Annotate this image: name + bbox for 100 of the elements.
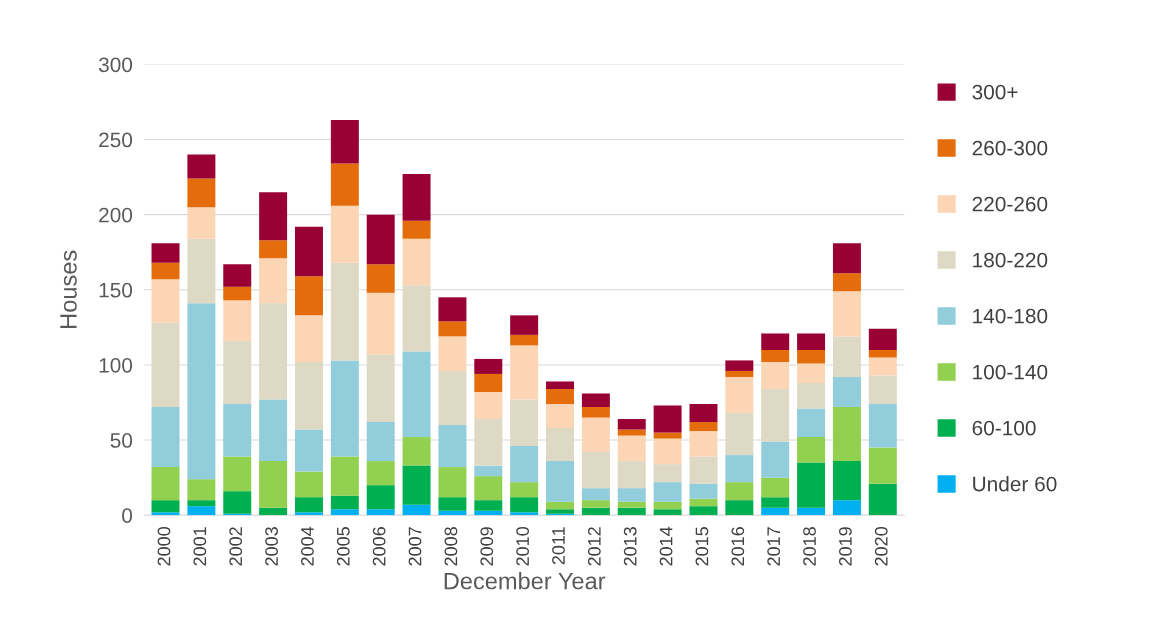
bar bbox=[330, 509, 359, 516]
bar bbox=[617, 435, 646, 462]
bar bbox=[797, 382, 826, 409]
bar bbox=[581, 452, 610, 489]
bar bbox=[259, 461, 288, 508]
bar bbox=[689, 422, 718, 432]
bar bbox=[330, 120, 359, 164]
bar bbox=[151, 407, 180, 468]
bar bbox=[330, 456, 359, 496]
bar bbox=[438, 336, 467, 371]
bar bbox=[294, 226, 323, 277]
bar bbox=[402, 220, 431, 239]
bar bbox=[366, 422, 395, 462]
bar bbox=[474, 476, 503, 501]
bar bbox=[259, 399, 288, 462]
x-tick-label: 2018 bbox=[803, 527, 816, 566]
bar bbox=[438, 321, 467, 337]
bar bbox=[725, 482, 754, 501]
bar bbox=[581, 507, 610, 516]
bar bbox=[868, 483, 897, 516]
bar bbox=[330, 495, 359, 510]
bar bbox=[223, 286, 252, 301]
bar bbox=[187, 500, 216, 507]
bar bbox=[330, 262, 359, 361]
bar bbox=[474, 419, 503, 466]
bar bbox=[259, 258, 288, 304]
bar bbox=[653, 432, 682, 439]
bar bbox=[832, 291, 861, 337]
bar bbox=[259, 192, 288, 241]
bar bbox=[151, 500, 180, 513]
bar bbox=[223, 264, 252, 287]
bar bbox=[510, 399, 539, 447]
bar bbox=[689, 483, 718, 499]
bar bbox=[761, 507, 790, 516]
bar bbox=[797, 408, 826, 438]
bar bbox=[832, 273, 861, 292]
bar bbox=[223, 456, 252, 492]
bar bbox=[725, 376, 754, 414]
bar bbox=[187, 479, 216, 501]
bar bbox=[761, 361, 790, 389]
bar bbox=[653, 438, 682, 465]
x-tick-label: 2000 bbox=[157, 527, 171, 566]
bar bbox=[510, 315, 539, 335]
bar bbox=[832, 407, 861, 462]
y-tick-label: 250 bbox=[99, 132, 133, 148]
bar bbox=[366, 509, 395, 516]
bar bbox=[546, 404, 575, 429]
bar bbox=[689, 431, 718, 457]
x-tick-label: 2009 bbox=[480, 527, 494, 566]
bar bbox=[474, 391, 503, 420]
bar bbox=[366, 354, 395, 423]
bar bbox=[617, 488, 646, 502]
bar bbox=[725, 500, 754, 516]
bar bbox=[402, 174, 431, 221]
bar bbox=[617, 501, 646, 508]
bar bbox=[474, 373, 503, 392]
bar bbox=[294, 512, 323, 516]
bar bbox=[546, 388, 575, 404]
bar bbox=[187, 178, 216, 208]
bar bbox=[761, 497, 790, 508]
bar bbox=[151, 262, 180, 280]
bar bbox=[797, 437, 826, 463]
y-tick-label: 200 bbox=[99, 207, 133, 223]
bar bbox=[330, 360, 359, 457]
legend-label: 180-220 bbox=[973, 252, 1048, 268]
bar bbox=[797, 462, 826, 508]
legend-label: 100-140 bbox=[973, 364, 1048, 380]
bar bbox=[868, 404, 897, 448]
bar bbox=[402, 437, 431, 466]
bar bbox=[546, 428, 575, 462]
bar bbox=[474, 465, 503, 477]
bar bbox=[259, 303, 288, 400]
x-tick-label: 2005 bbox=[336, 527, 350, 566]
bar bbox=[259, 507, 288, 516]
bar bbox=[546, 501, 575, 510]
x-axis-title: December Year bbox=[444, 572, 606, 590]
y-tick-label: 300 bbox=[98, 57, 133, 73]
bar bbox=[294, 471, 323, 498]
bar bbox=[366, 292, 395, 355]
bar bbox=[151, 512, 180, 516]
bar bbox=[294, 429, 323, 472]
legend-label: 60-100 bbox=[972, 420, 1036, 436]
bar bbox=[832, 336, 861, 377]
x-tick-label: 2020 bbox=[874, 527, 888, 566]
bar bbox=[725, 360, 754, 371]
bar bbox=[187, 207, 216, 239]
bar bbox=[259, 240, 288, 259]
bar bbox=[581, 407, 610, 418]
bar bbox=[402, 351, 431, 438]
x-tick-label: 2004 bbox=[301, 526, 314, 566]
bar bbox=[868, 328, 897, 350]
x-tick-label: 2019 bbox=[839, 527, 852, 566]
bar bbox=[653, 464, 682, 483]
bar bbox=[510, 497, 539, 513]
bar bbox=[617, 507, 646, 516]
bar bbox=[151, 279, 180, 323]
bar bbox=[725, 455, 754, 483]
bar bbox=[187, 154, 216, 179]
bar bbox=[223, 340, 252, 404]
bar bbox=[294, 315, 323, 362]
